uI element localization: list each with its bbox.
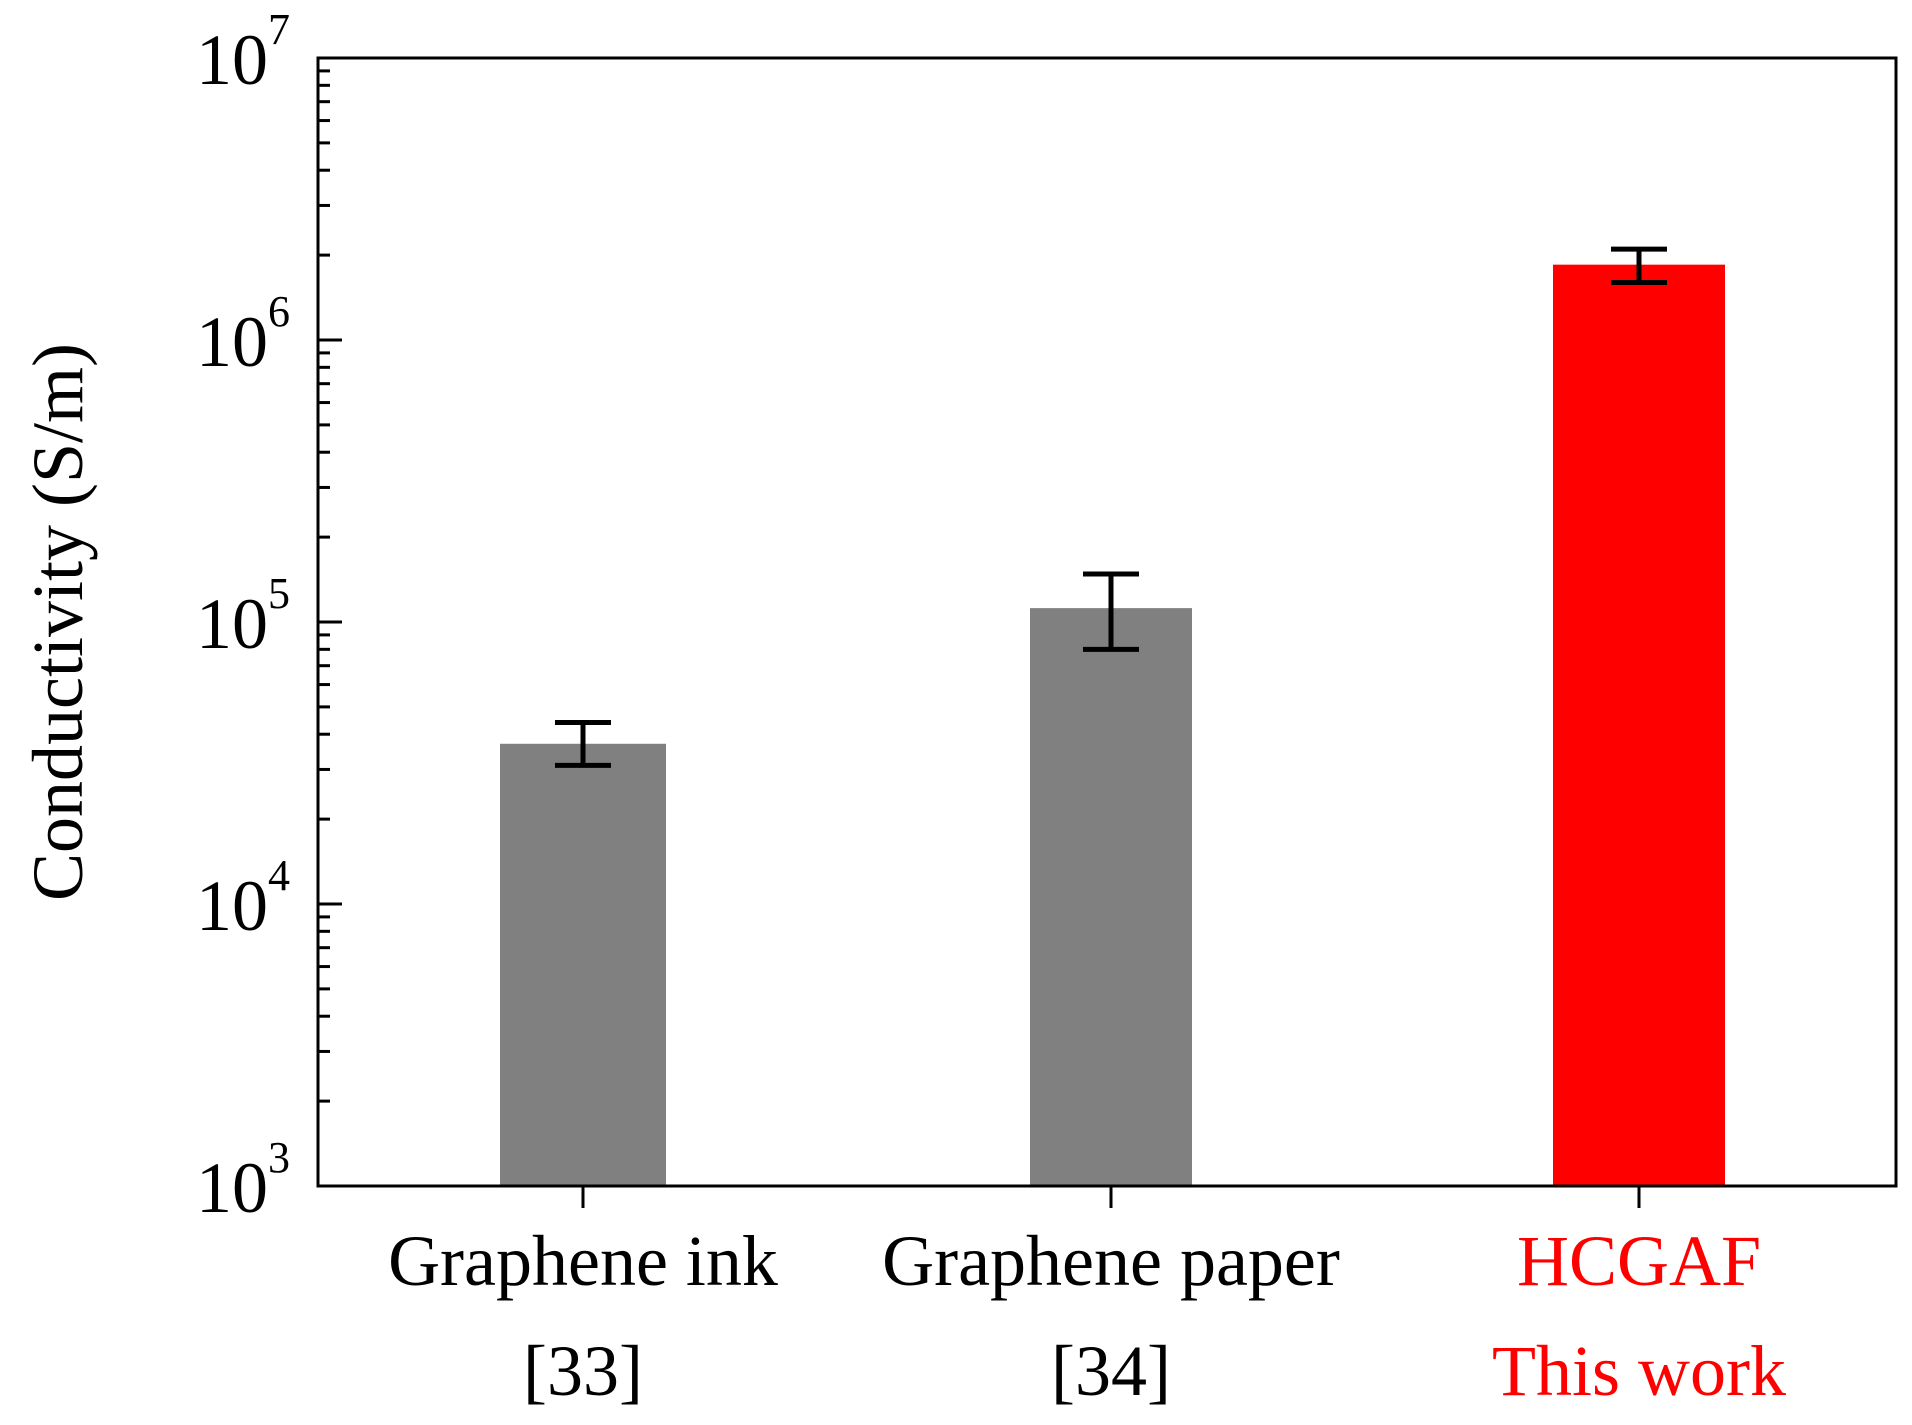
- bar: [1030, 608, 1192, 1186]
- x-tick-label-ref: This work: [1492, 1331, 1786, 1411]
- x-tick-label-ref: [34]: [1051, 1331, 1171, 1411]
- y-tick-label: 103: [196, 1133, 290, 1228]
- bars-layer: [500, 264, 1725, 1186]
- x-tick-label-ref: [33]: [523, 1331, 643, 1411]
- y-axis: 103 104 105 106 107: [196, 5, 342, 1228]
- bar: [1553, 264, 1725, 1186]
- y-tick-label: 105: [196, 569, 290, 664]
- y-tick-label: 106: [196, 287, 290, 382]
- y-axis-label: Conductivity (S/m): [18, 343, 98, 901]
- error-bars-layer: [555, 246, 1667, 768]
- x-tick-label: Graphene ink: [388, 1221, 778, 1301]
- y-tick-label: 107: [196, 5, 290, 100]
- x-tick-label: Graphene paper: [882, 1221, 1340, 1301]
- y-tick-label: 104: [196, 851, 290, 946]
- x-tick-label: HCGAF: [1517, 1221, 1761, 1301]
- x-axis: Graphene ink [33] Graphene paper [34] HCGAF T…: [388, 1186, 1786, 1411]
- bar: [500, 743, 666, 1186]
